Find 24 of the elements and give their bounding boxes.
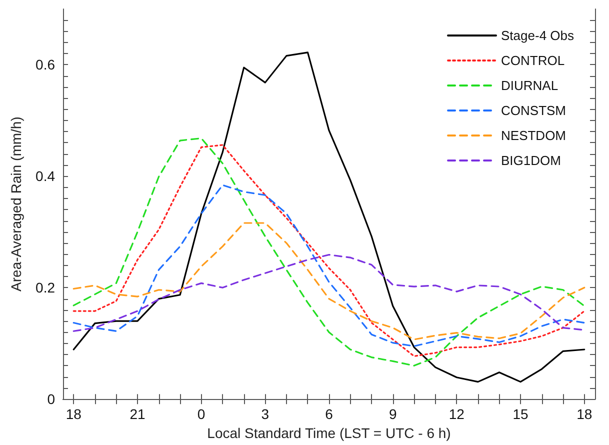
x-axis-title: Local Standard Time (LST = UTC - 6 h)	[207, 425, 451, 441]
x-tick-label: 0	[197, 406, 206, 422]
x-tick-label: 9	[388, 406, 397, 422]
x-tick-label: 21	[130, 406, 146, 422]
line-series	[72, 184, 586, 347]
x-tick-label: 3	[261, 406, 270, 422]
y-axis-title: Area-Averaged Rain (mm/h)	[8, 116, 24, 292]
legend-label: CONSTSM	[501, 103, 566, 118]
x-tick-label: 18	[576, 406, 592, 422]
line-series	[72, 222, 586, 340]
legend-label: DIURNAL	[501, 78, 558, 93]
x-tick-label: 18	[66, 406, 82, 422]
x-tick-label: 15	[512, 406, 529, 422]
y-tick-label: 0.6	[36, 56, 56, 73]
legend-label: Stage-4 Obs	[501, 28, 574, 43]
y-tick-label: 0	[47, 391, 56, 408]
legend-label: CONTROL	[501, 53, 565, 68]
x-tick-label: 12	[448, 406, 465, 422]
y-tick-label: 0.2	[36, 280, 56, 296]
y-tick-label: 0.4	[36, 168, 56, 184]
legend-label: NESTDOM	[501, 128, 566, 143]
legend-label: BIG1DOM	[501, 153, 561, 168]
line-series	[72, 52, 586, 383]
x-tick-label: 6	[325, 406, 334, 422]
